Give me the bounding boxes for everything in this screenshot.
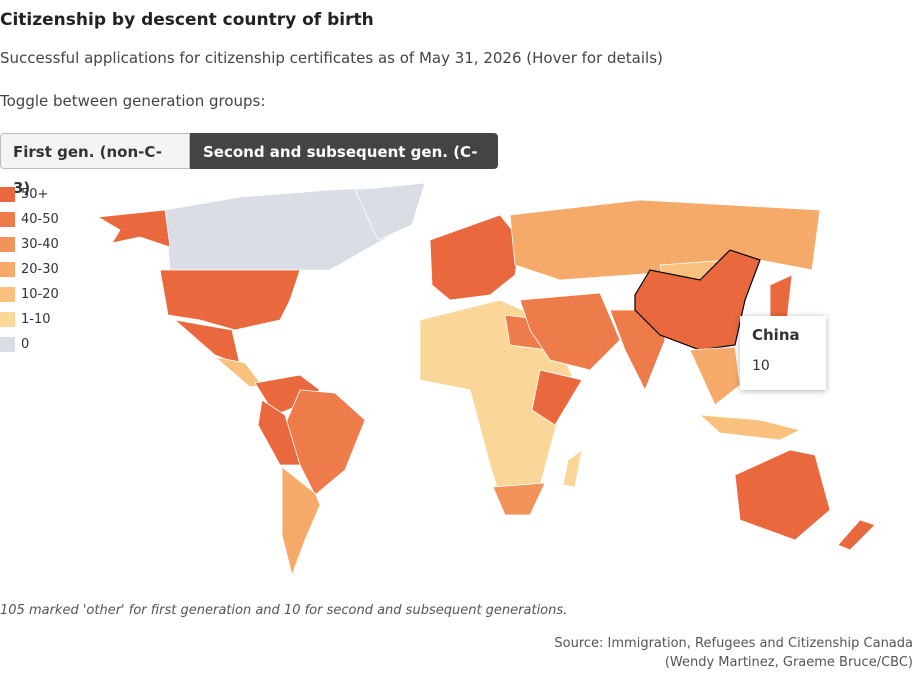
legend-label: 0 xyxy=(21,337,30,352)
tooltip: China 10 xyxy=(740,316,826,390)
legend-item: 10-20 xyxy=(0,282,59,307)
legend-item: 50+ xyxy=(0,182,59,207)
legend-item: 1-10 xyxy=(0,307,59,332)
legend-item: 30-40 xyxy=(0,232,59,257)
country-shape[interactable] xyxy=(734,449,831,541)
country-shape[interactable] xyxy=(213,356,263,388)
country-shape[interactable] xyxy=(492,482,546,516)
tooltip-value: 10 xyxy=(752,358,770,374)
legend-swatch xyxy=(0,187,15,202)
country-shape[interactable] xyxy=(281,466,321,577)
source: Source: Immigration, Refugees and Citize… xyxy=(554,636,913,651)
country-shape[interactable] xyxy=(96,209,171,248)
legend-label: 50+ xyxy=(21,187,49,202)
country-shape[interactable] xyxy=(634,249,761,351)
legend: 50+ 40-50 30-40 20-30 10-20 1-10 0 xyxy=(0,182,59,357)
legend-swatch xyxy=(0,312,15,327)
country-shape[interactable] xyxy=(562,449,583,488)
subtitle: Successful applications for citizenship … xyxy=(0,49,663,67)
country-shape[interactable] xyxy=(159,269,301,331)
legend-swatch xyxy=(0,237,15,252)
legend-label: 40-50 xyxy=(21,212,59,227)
legend-label: 1-10 xyxy=(21,312,51,327)
source: (Wendy Martinez, Graeme Bruce/CBC) xyxy=(664,655,913,670)
legend-label: 20-30 xyxy=(21,262,59,277)
toggle-button[interactable]: First gen. (non-C-3) xyxy=(0,133,190,197)
legend-swatch xyxy=(0,212,15,227)
legend-label: 10-20 xyxy=(21,287,59,302)
country-shape[interactable] xyxy=(531,369,583,426)
country-shape[interactable] xyxy=(698,414,802,441)
country-shape[interactable] xyxy=(354,182,426,241)
legend-swatch xyxy=(0,337,15,352)
country-shape[interactable] xyxy=(769,274,793,321)
legend-item: 40-50 xyxy=(0,207,59,232)
legend-label: 30-40 xyxy=(21,237,59,252)
country-shape[interactable] xyxy=(257,399,301,466)
country-shape[interactable] xyxy=(519,292,621,371)
toggle-button[interactable]: Second and subsequent gen. (C-3) xyxy=(190,133,498,197)
footnote: 105 marked 'other' for first generation … xyxy=(0,603,568,618)
legend-swatch xyxy=(0,287,15,302)
country-shape[interactable] xyxy=(429,214,521,301)
country-shape[interactable] xyxy=(689,346,741,406)
world-map xyxy=(96,182,876,577)
title: Citizenship by descent country of birth xyxy=(0,10,374,30)
legend-item: 0 xyxy=(0,332,59,357)
legend-item: 20-30 xyxy=(0,257,59,282)
toggle-prompt: Toggle between generation groups: xyxy=(0,92,266,110)
legend-swatch xyxy=(0,262,15,277)
country-shape[interactable] xyxy=(837,519,876,551)
tooltip-title: China xyxy=(752,326,800,344)
